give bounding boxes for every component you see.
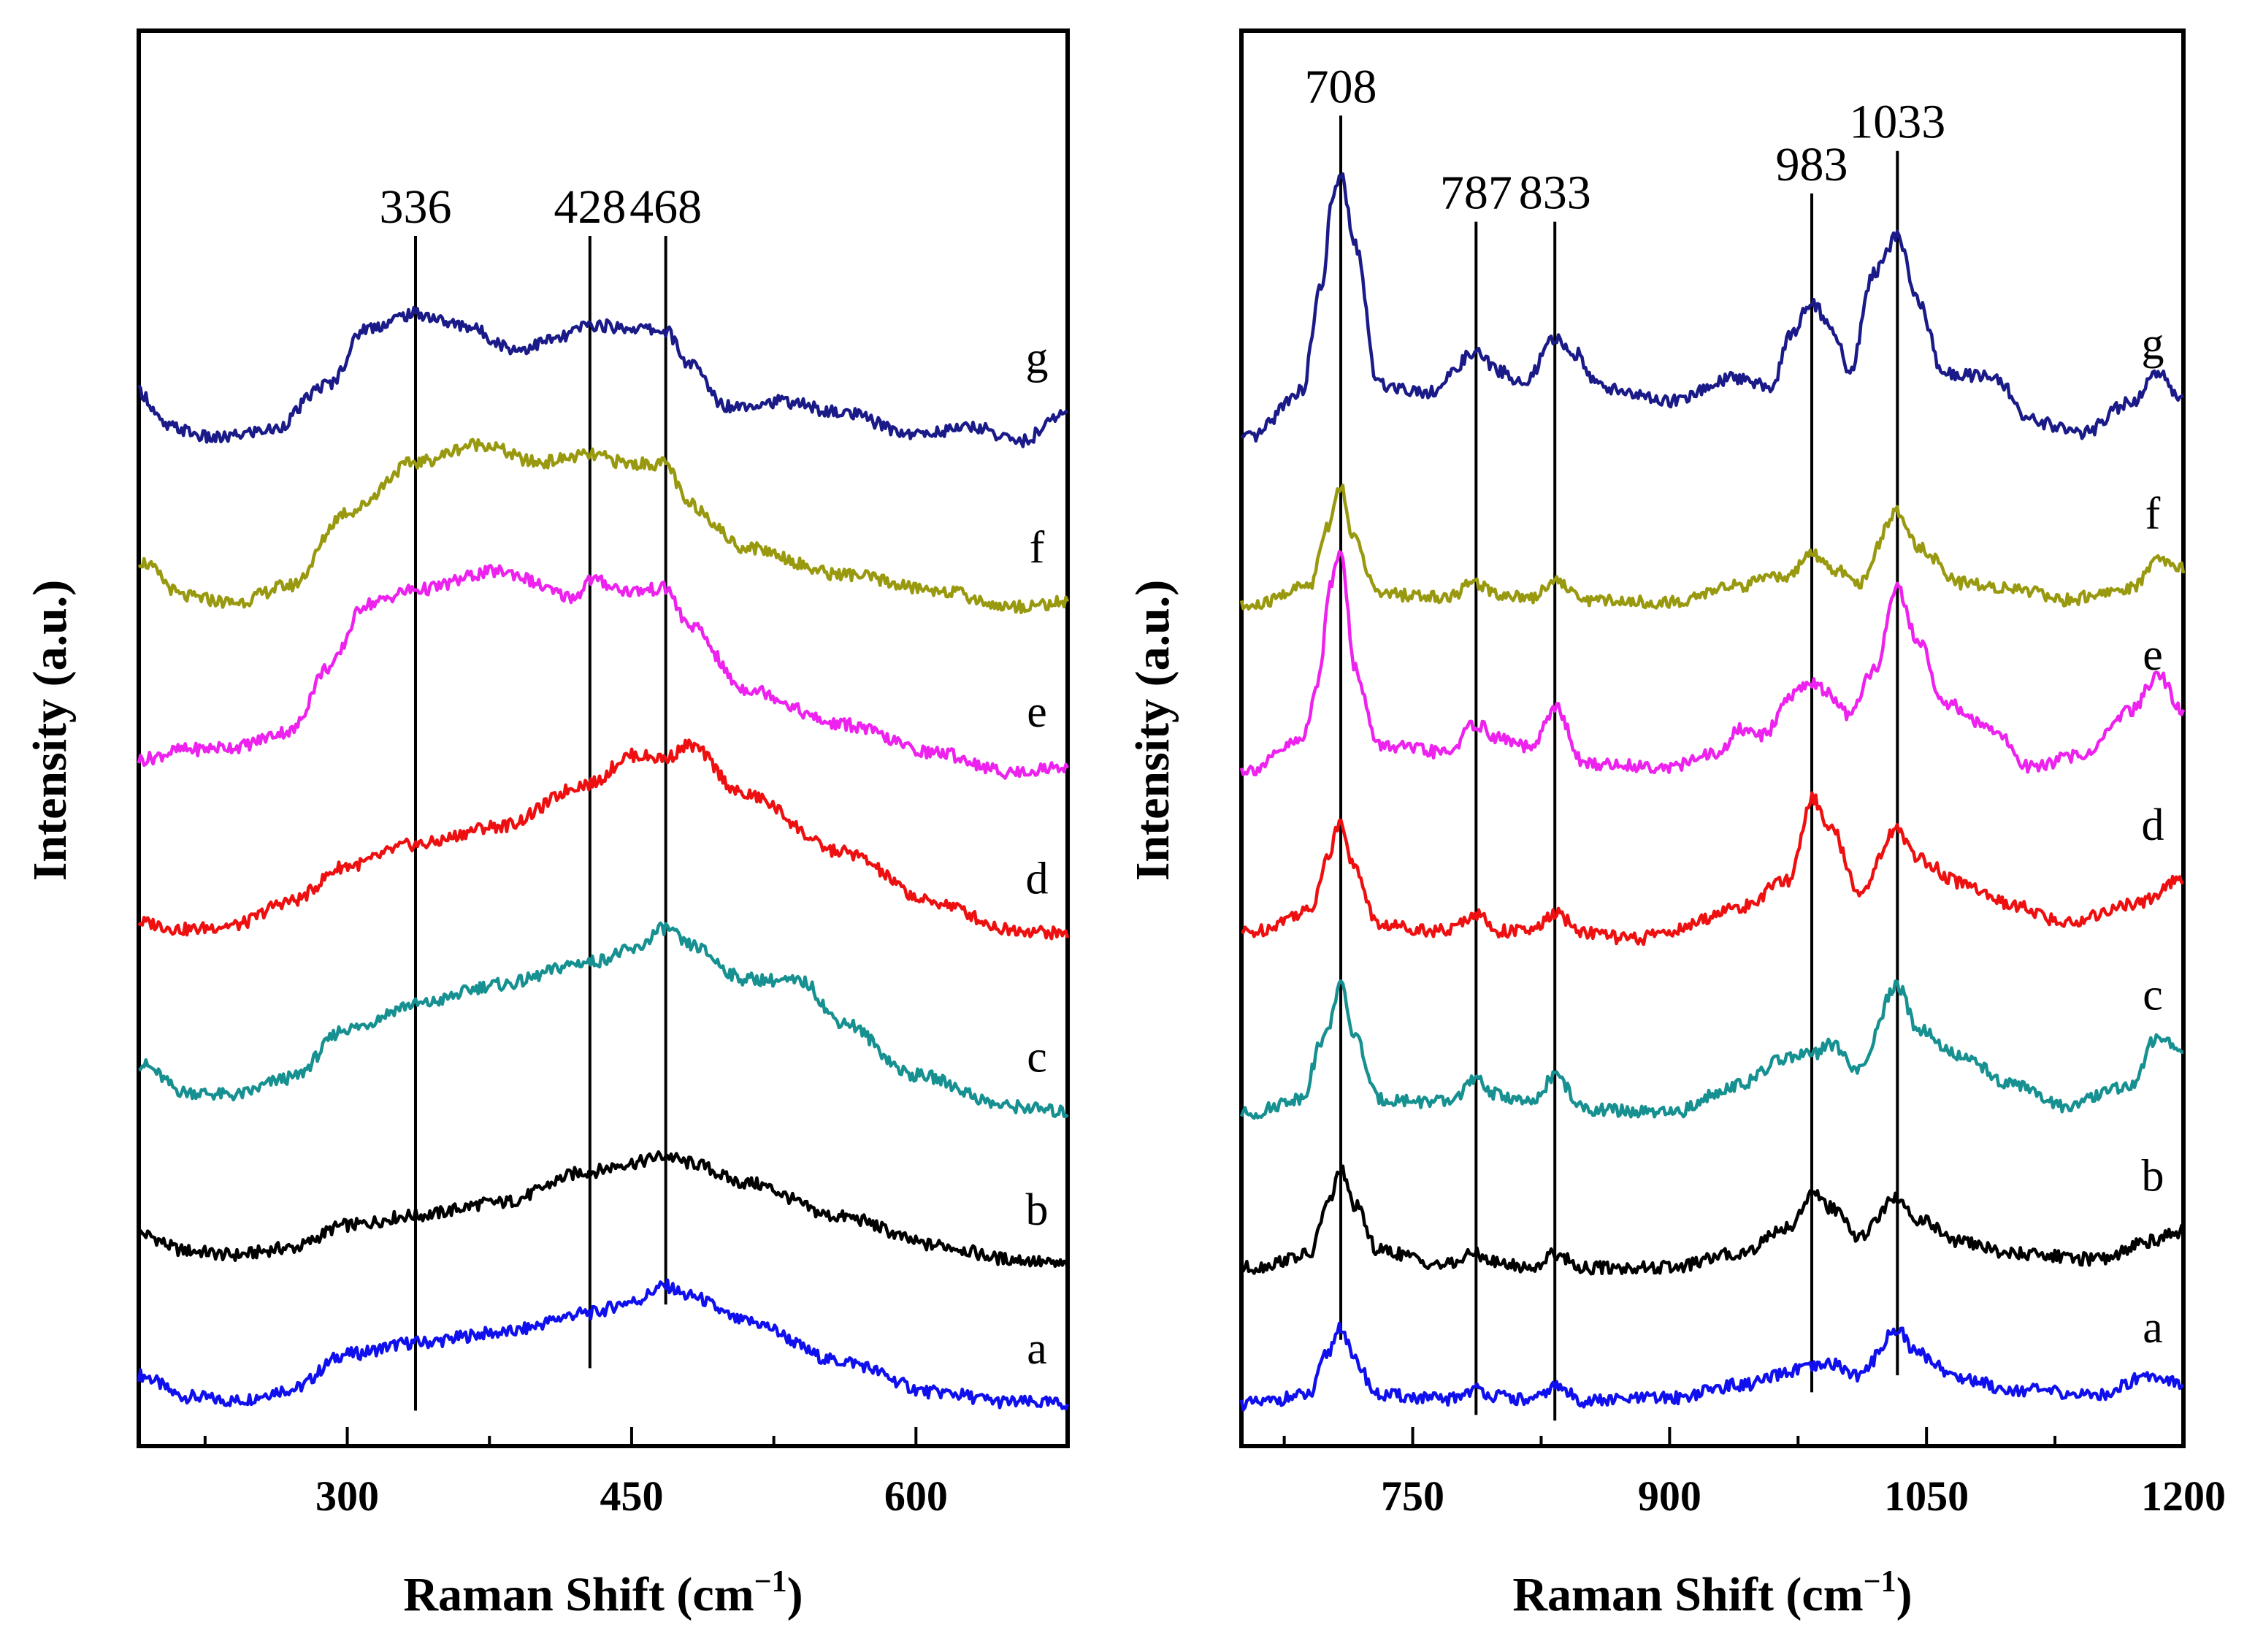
left-spectrum-b	[137, 1150, 1070, 1270]
left-x-axis-title-sup: −1	[754, 1565, 787, 1599]
right-series-label-d: d	[2142, 800, 2164, 850]
right-tick-label: 1200	[2141, 1472, 2226, 1520]
right-plot-frame	[1239, 28, 2186, 1448]
right-spectrum-e	[1239, 550, 2186, 776]
left-spectrum-a	[137, 1278, 1070, 1411]
left-series-label-g: g	[1026, 333, 1049, 383]
right-series-labels: a b c d e f g	[2142, 319, 2164, 1353]
left-spectrum-f	[137, 437, 1070, 615]
right-series-label-c: c	[2143, 970, 2163, 1020]
right-tick-label: 750	[1381, 1472, 1444, 1520]
right-spectrum-a	[1239, 1321, 2184, 1412]
right-x-axis-title-sup: −1	[1864, 1565, 1896, 1599]
peak-label-1033: 1033	[1849, 96, 1945, 149]
right-series-label-e: e	[2143, 630, 2163, 680]
left-x-ticks: 300 450 600	[203, 1427, 948, 1520]
left-plot-frame	[137, 28, 1070, 1448]
left-series-label-c: c	[1027, 1033, 1047, 1082]
right-series-label-b: b	[2142, 1151, 2164, 1201]
right-series-label-a: a	[2143, 1303, 2163, 1353]
left-series-label-a: a	[1027, 1324, 1047, 1374]
right-series-label-g: g	[2142, 319, 2164, 369]
left-y-axis-title: Intensity (a.u.)	[23, 580, 77, 882]
left-x-axis-title: Raman Shift (cm−1)	[403, 1565, 803, 1621]
right-tick-label: 900	[1638, 1472, 1701, 1520]
left-spectrum-g	[137, 305, 1069, 448]
peak-label-787: 787	[1440, 167, 1512, 220]
left-x-axis-title-close: )	[787, 1568, 803, 1621]
right-x-axis-title: Raman Shift (cm−1)	[1512, 1565, 1912, 1621]
right-x-axis-title-main: Raman Shift (cm	[1512, 1568, 1863, 1621]
panel-left-plot: 300 450 600 336 428 468 a b c d e f g Intensity (a…	[23, 28, 1070, 1621]
left-series-group	[137, 305, 1070, 1411]
right-spectrum-d	[1241, 791, 2184, 947]
peak-label-468: 468	[629, 180, 702, 234]
left-spectrum-c	[138, 921, 1069, 1118]
right-spectrum-c	[1239, 979, 2184, 1120]
right-tick-label: 1050	[1884, 1472, 1969, 1520]
left-tick-label: 450	[600, 1472, 663, 1520]
left-spectrum-d	[137, 738, 1070, 941]
right-y-axis-title: Intensity (a.u.)	[1126, 580, 1179, 882]
peak-label-336: 336	[380, 180, 452, 234]
left-tick-label: 300	[315, 1472, 379, 1520]
right-x-ticks: 750 900 1050 1200	[1282, 1427, 2226, 1520]
right-series-group	[1239, 172, 2186, 1412]
peak-label-708: 708	[1305, 60, 1377, 113]
right-x-axis-title-close: )	[1896, 1568, 1913, 1621]
left-x-axis-title-main: Raman Shift (cm	[403, 1568, 754, 1621]
right-spectrum-f	[1239, 483, 2186, 611]
left-series-label-d: d	[1026, 854, 1049, 903]
right-spectrum-g	[1241, 172, 2184, 443]
left-tick-label: 600	[884, 1472, 948, 1520]
peak-label-983: 983	[1776, 138, 1848, 191]
left-series-labels: a b c d e f g	[1026, 333, 1049, 1374]
right-series-label-f: f	[2145, 489, 2161, 538]
peak-label-833: 833	[1519, 167, 1591, 220]
left-spectrum-e	[137, 564, 1069, 780]
right-spectrum-b	[1240, 1164, 2185, 1276]
left-series-label-b: b	[1026, 1185, 1049, 1235]
left-series-label-e: e	[1027, 687, 1047, 737]
left-peak-lines: 336 428 468	[380, 180, 702, 1411]
peak-label-428: 428	[554, 180, 626, 234]
left-series-label-f: f	[1030, 523, 1045, 573]
